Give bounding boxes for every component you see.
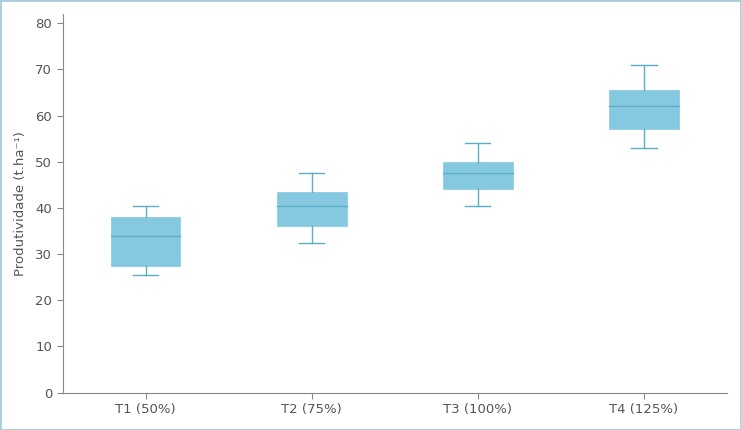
Bar	[609, 90, 679, 129]
Y-axis label: Produtividade (t.ha⁻¹): Produtividade (t.ha⁻¹)	[14, 131, 27, 276]
Bar	[110, 217, 181, 266]
Bar	[277, 192, 347, 226]
Bar	[443, 162, 513, 190]
